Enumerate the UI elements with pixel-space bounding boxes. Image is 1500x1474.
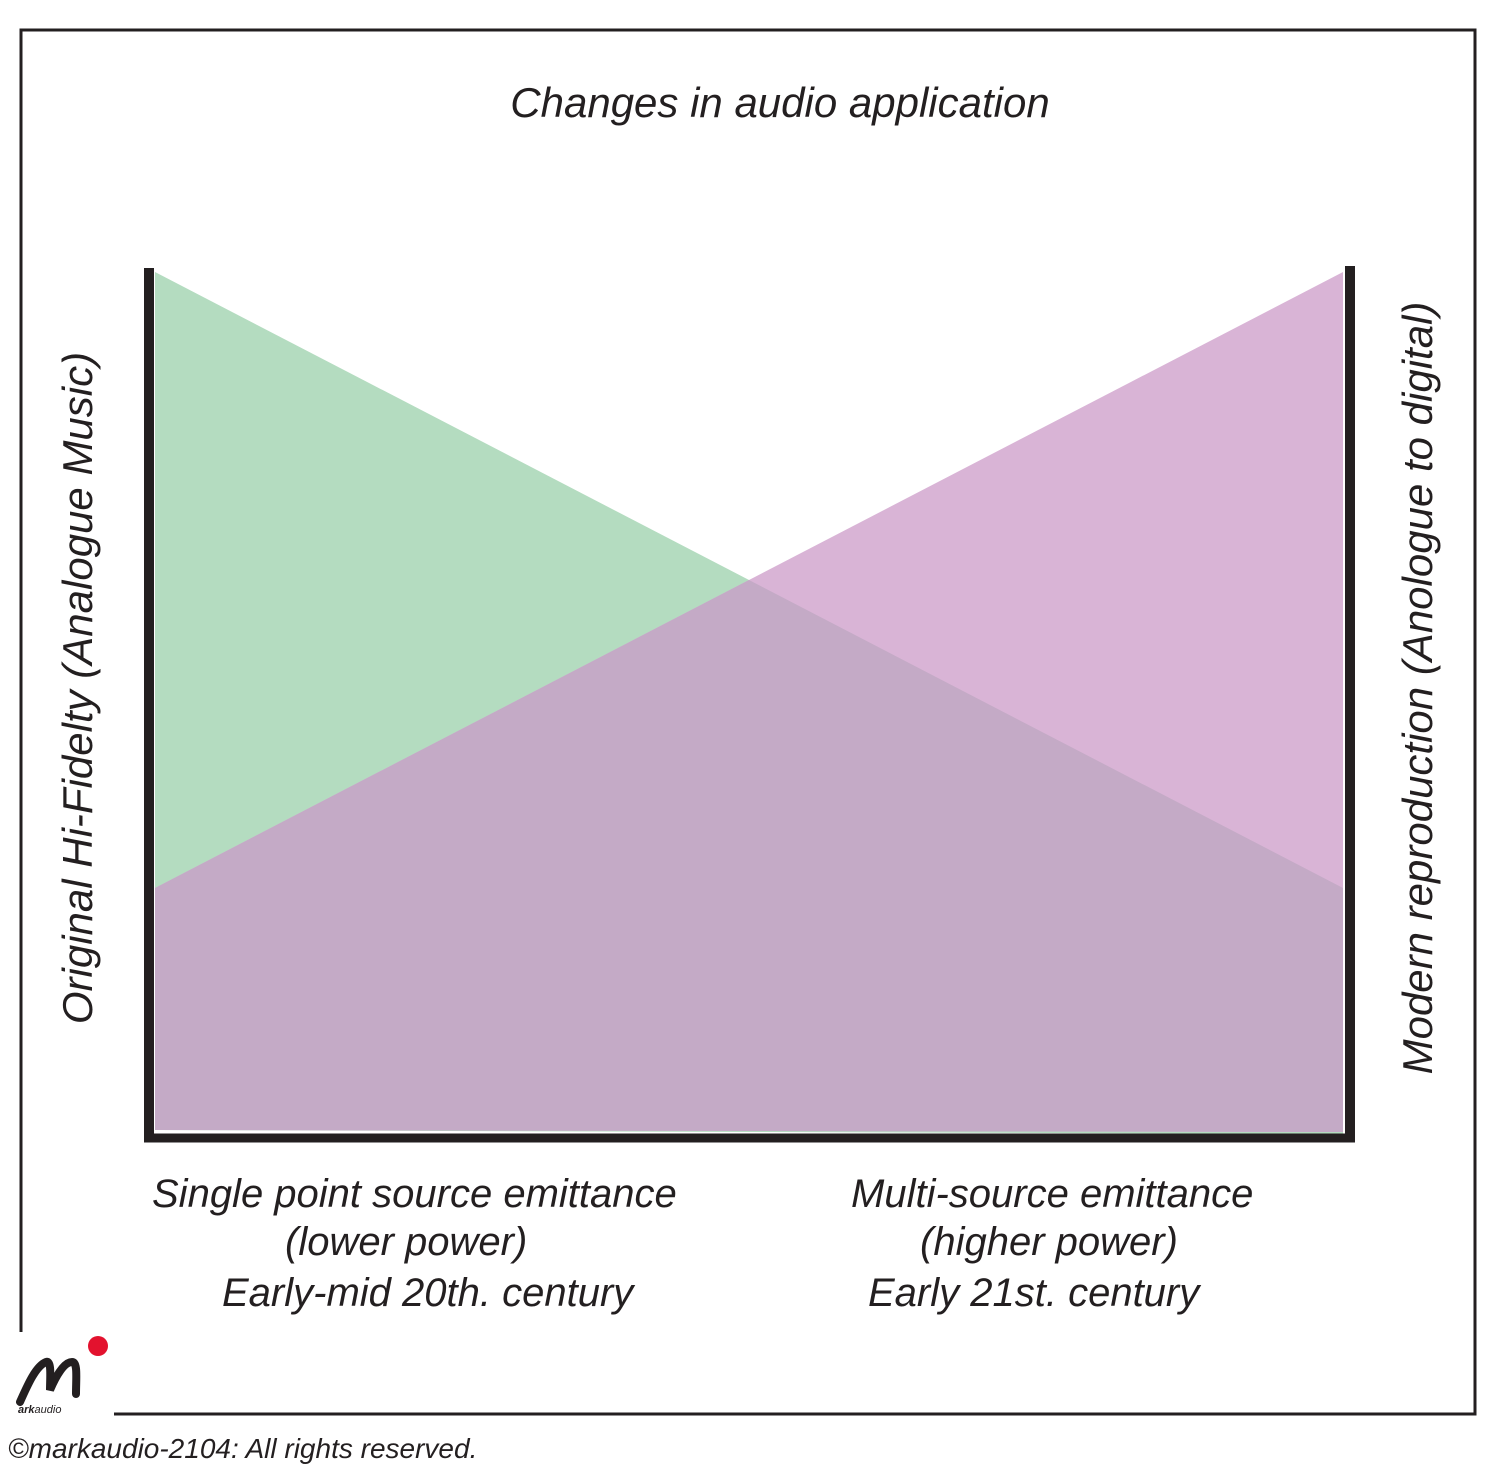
logo-red-dot	[88, 1336, 108, 1356]
bottom-right-line3: Early 21st. century	[868, 1271, 1200, 1315]
bottom-right-line2: (higher power)	[920, 1220, 1178, 1264]
logo-word-rest: audio	[34, 1404, 62, 1416]
diagram-title: Changes in audio application	[510, 79, 1050, 126]
right-axis-label: Modern reproduction (Anologue to digital…	[1394, 301, 1441, 1075]
bottom-left-line3: Early-mid 20th. century	[222, 1271, 634, 1315]
bottom-left-line2: (lower power)	[285, 1220, 528, 1264]
left-axis-label: Original Hi-Fidelty (Analogue Music)	[54, 351, 101, 1025]
logo-wordmark: arkaudio	[18, 1404, 61, 1416]
markaudio-logo	[16, 1336, 108, 1406]
logo-m-stroke	[16, 1357, 81, 1406]
outer-frame	[19, 28, 1477, 1416]
bottom-right-line1: Multi-source emittance	[851, 1172, 1254, 1216]
logo-word-bold: ark	[18, 1404, 35, 1416]
copyright-notice: ©markaudio-2104: All rights reserved.	[8, 1433, 478, 1464]
overlap-area	[155, 580, 1343, 1132]
bottom-left-line1: Single point source emittance	[152, 1172, 677, 1216]
